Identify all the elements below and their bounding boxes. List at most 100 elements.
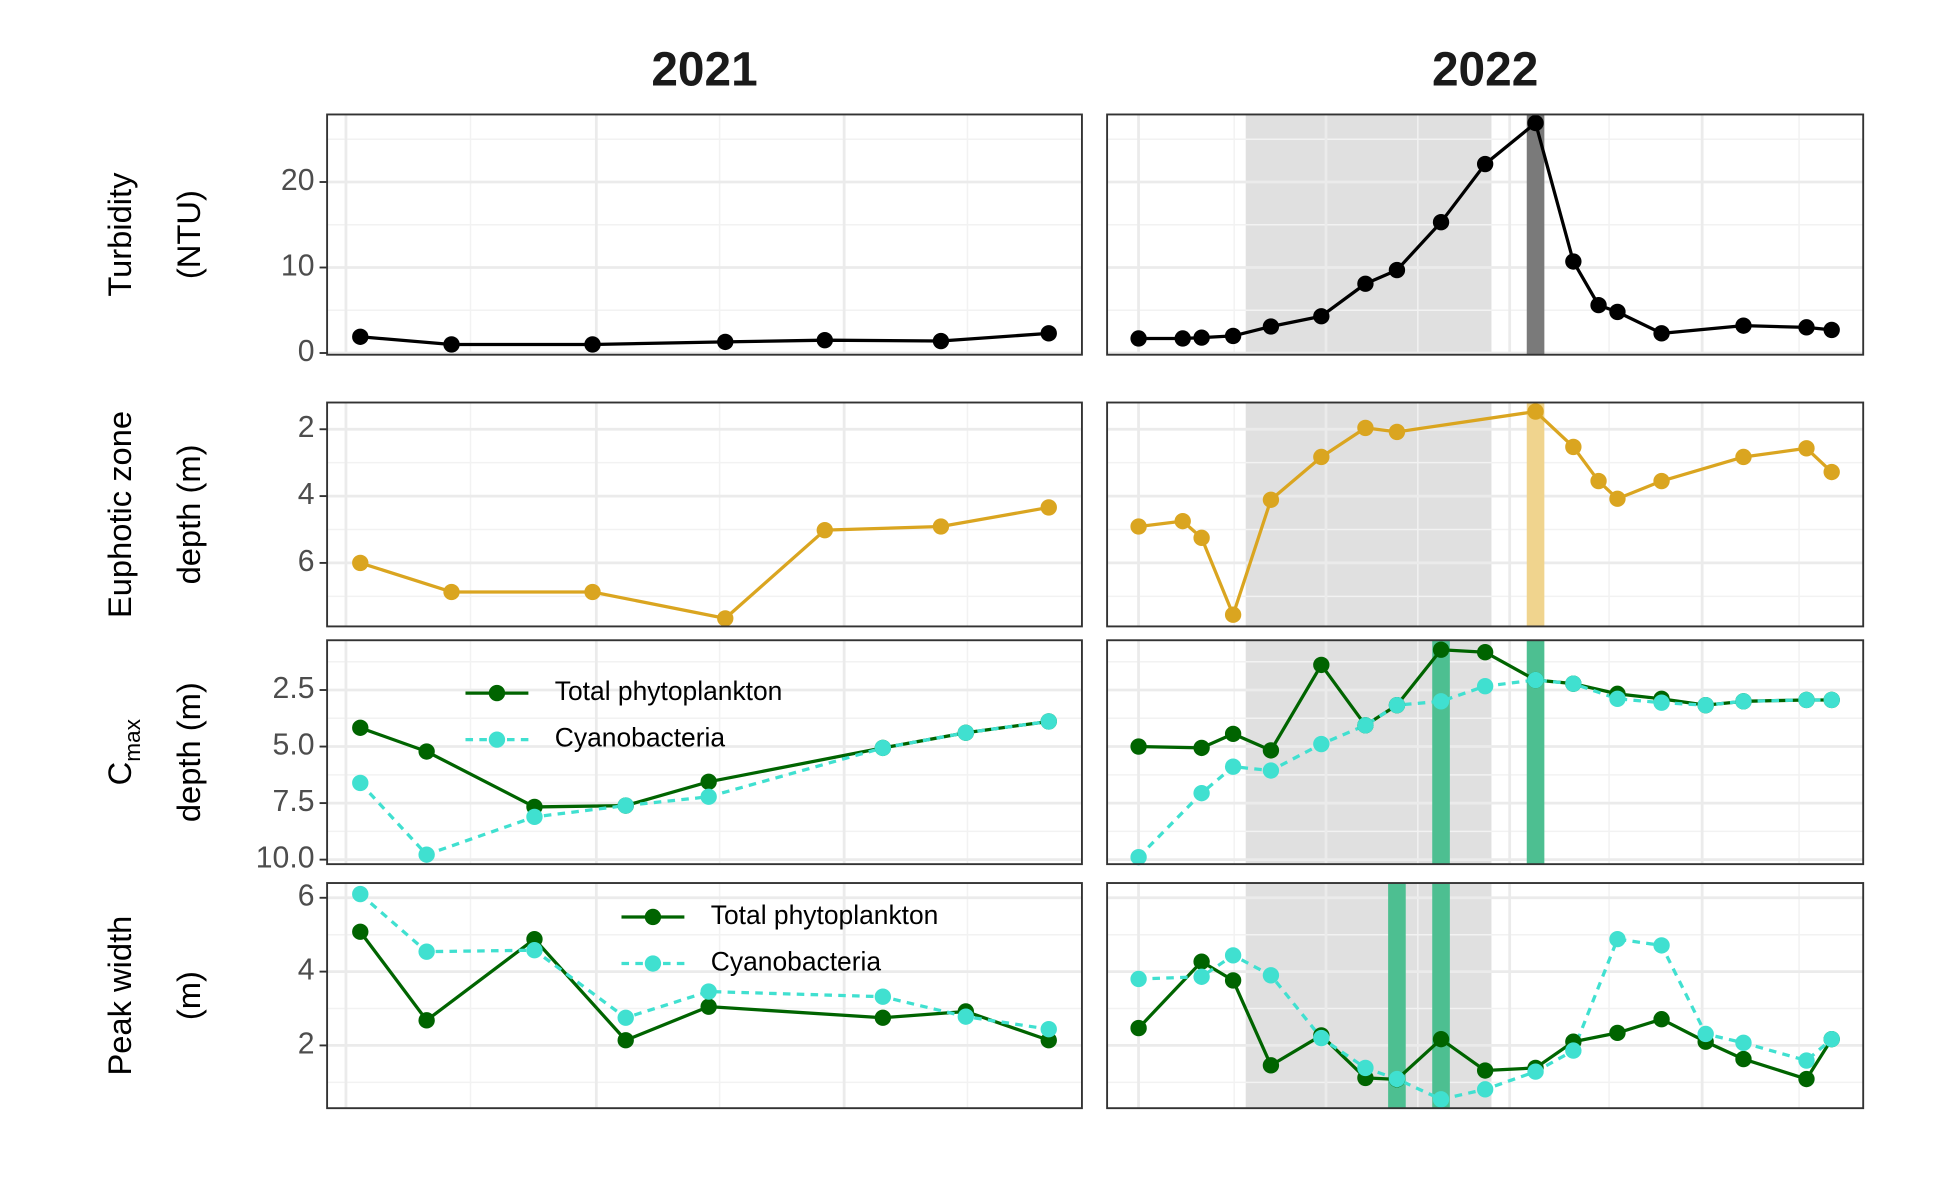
data-point	[1432, 641, 1450, 658]
data-point	[1527, 114, 1544, 132]
data-point	[874, 739, 892, 757]
data-point	[352, 885, 369, 903]
y-axis-label: Euphotic zone	[101, 411, 138, 618]
y-axis-label-text: Turbidity	[101, 172, 138, 297]
highlight-bar	[1432, 640, 1450, 865]
data-point	[1130, 738, 1147, 755]
panel-border	[326, 401, 1083, 628]
legend-label: Total phytoplankton	[555, 676, 783, 706]
data-point	[1697, 696, 1714, 714]
data-point	[932, 332, 950, 350]
data-point	[1224, 972, 1242, 989]
y-tick-label: 2	[298, 411, 315, 444]
data-point	[1432, 693, 1450, 710]
y-tick-label: 6	[298, 545, 315, 578]
data-point	[584, 336, 601, 353]
data-point	[1313, 308, 1330, 325]
data-point	[1653, 325, 1670, 342]
data-point	[443, 583, 460, 601]
y-axis-label-text: (m)	[170, 971, 207, 1020]
data-point	[1476, 1062, 1494, 1079]
data-point	[443, 336, 460, 353]
data-point	[874, 1009, 892, 1026]
y-tick-label: 4	[298, 954, 315, 987]
data-point	[352, 328, 369, 345]
data-point	[1224, 758, 1242, 775]
data-point	[352, 923, 369, 940]
data-point	[418, 846, 435, 863]
data-point	[1527, 1063, 1544, 1080]
legend-marker	[488, 731, 506, 748]
data-point	[1653, 472, 1670, 490]
data-point	[1565, 438, 1582, 456]
data-point	[1476, 155, 1494, 173]
panel-background	[327, 640, 1082, 865]
data-point	[1224, 725, 1242, 743]
data-point	[1697, 1025, 1714, 1043]
highlight-bar	[1432, 883, 1450, 1109]
data-point	[1313, 656, 1330, 674]
y-axis-label-subscript: max	[121, 718, 146, 761]
data-point	[1565, 253, 1582, 270]
data-point	[1313, 735, 1330, 753]
data-point	[700, 773, 717, 791]
data-point	[1262, 318, 1280, 335]
y-axis-label: (m)	[170, 971, 207, 1020]
column-title: 2022	[1432, 44, 1538, 97]
data-point	[1174, 330, 1191, 347]
data-point	[1798, 691, 1815, 709]
y-tick-label: 7.5	[273, 785, 315, 818]
highlight-bar	[1526, 114, 1545, 355]
data-point	[1040, 499, 1057, 516]
data-point	[1193, 953, 1210, 970]
data-point	[1798, 440, 1815, 457]
data-point	[717, 610, 734, 627]
data-point	[1193, 329, 1210, 346]
y-axis-label-text: (NTU)	[170, 190, 207, 279]
panel-border	[1106, 113, 1865, 356]
legend-label: Cyanobacteria	[555, 723, 726, 753]
data-point	[1040, 1021, 1057, 1038]
data-point	[1193, 739, 1210, 757]
data-point	[957, 1008, 974, 1025]
panel-border	[1106, 639, 1865, 866]
data-point	[1653, 937, 1670, 954]
data-point	[418, 743, 435, 760]
data-point	[1735, 448, 1752, 466]
data-point	[1388, 261, 1406, 279]
column-title: 2021	[651, 44, 757, 97]
data-point	[1174, 512, 1191, 530]
panel-border	[1106, 401, 1865, 628]
legend-marker	[488, 684, 506, 702]
data-point	[1432, 1091, 1450, 1108]
legend-label: Total phytoplankton	[711, 900, 939, 930]
data-point	[1388, 1070, 1406, 1088]
y-tick-label: 5.0	[273, 729, 315, 762]
data-point	[1823, 321, 1840, 339]
panel-background	[327, 402, 1082, 627]
data-point	[816, 521, 833, 539]
data-point	[617, 797, 634, 814]
data-point	[1735, 1034, 1752, 1052]
highlight-bar	[1526, 402, 1545, 627]
data-point	[1476, 677, 1494, 695]
data-point	[1388, 696, 1406, 714]
data-point	[1357, 275, 1374, 292]
data-point	[932, 518, 950, 535]
data-point	[1357, 419, 1374, 437]
data-point	[1357, 1059, 1374, 1077]
data-point	[1609, 690, 1626, 708]
y-axis-label-text: Euphotic zone	[101, 411, 138, 618]
data-point	[1735, 317, 1752, 334]
panel-border	[326, 882, 1083, 1110]
y-axis-label-text: depth (m)	[170, 682, 207, 822]
data-point	[1040, 325, 1057, 342]
data-point	[816, 332, 833, 349]
panel-border	[1106, 882, 1865, 1110]
y-axis-label: depth (m)	[170, 682, 207, 822]
data-point	[1262, 762, 1280, 779]
highlight-bar	[1526, 640, 1545, 865]
series-line	[359, 719, 1049, 857]
y-tick-label: 10.0	[256, 842, 315, 875]
